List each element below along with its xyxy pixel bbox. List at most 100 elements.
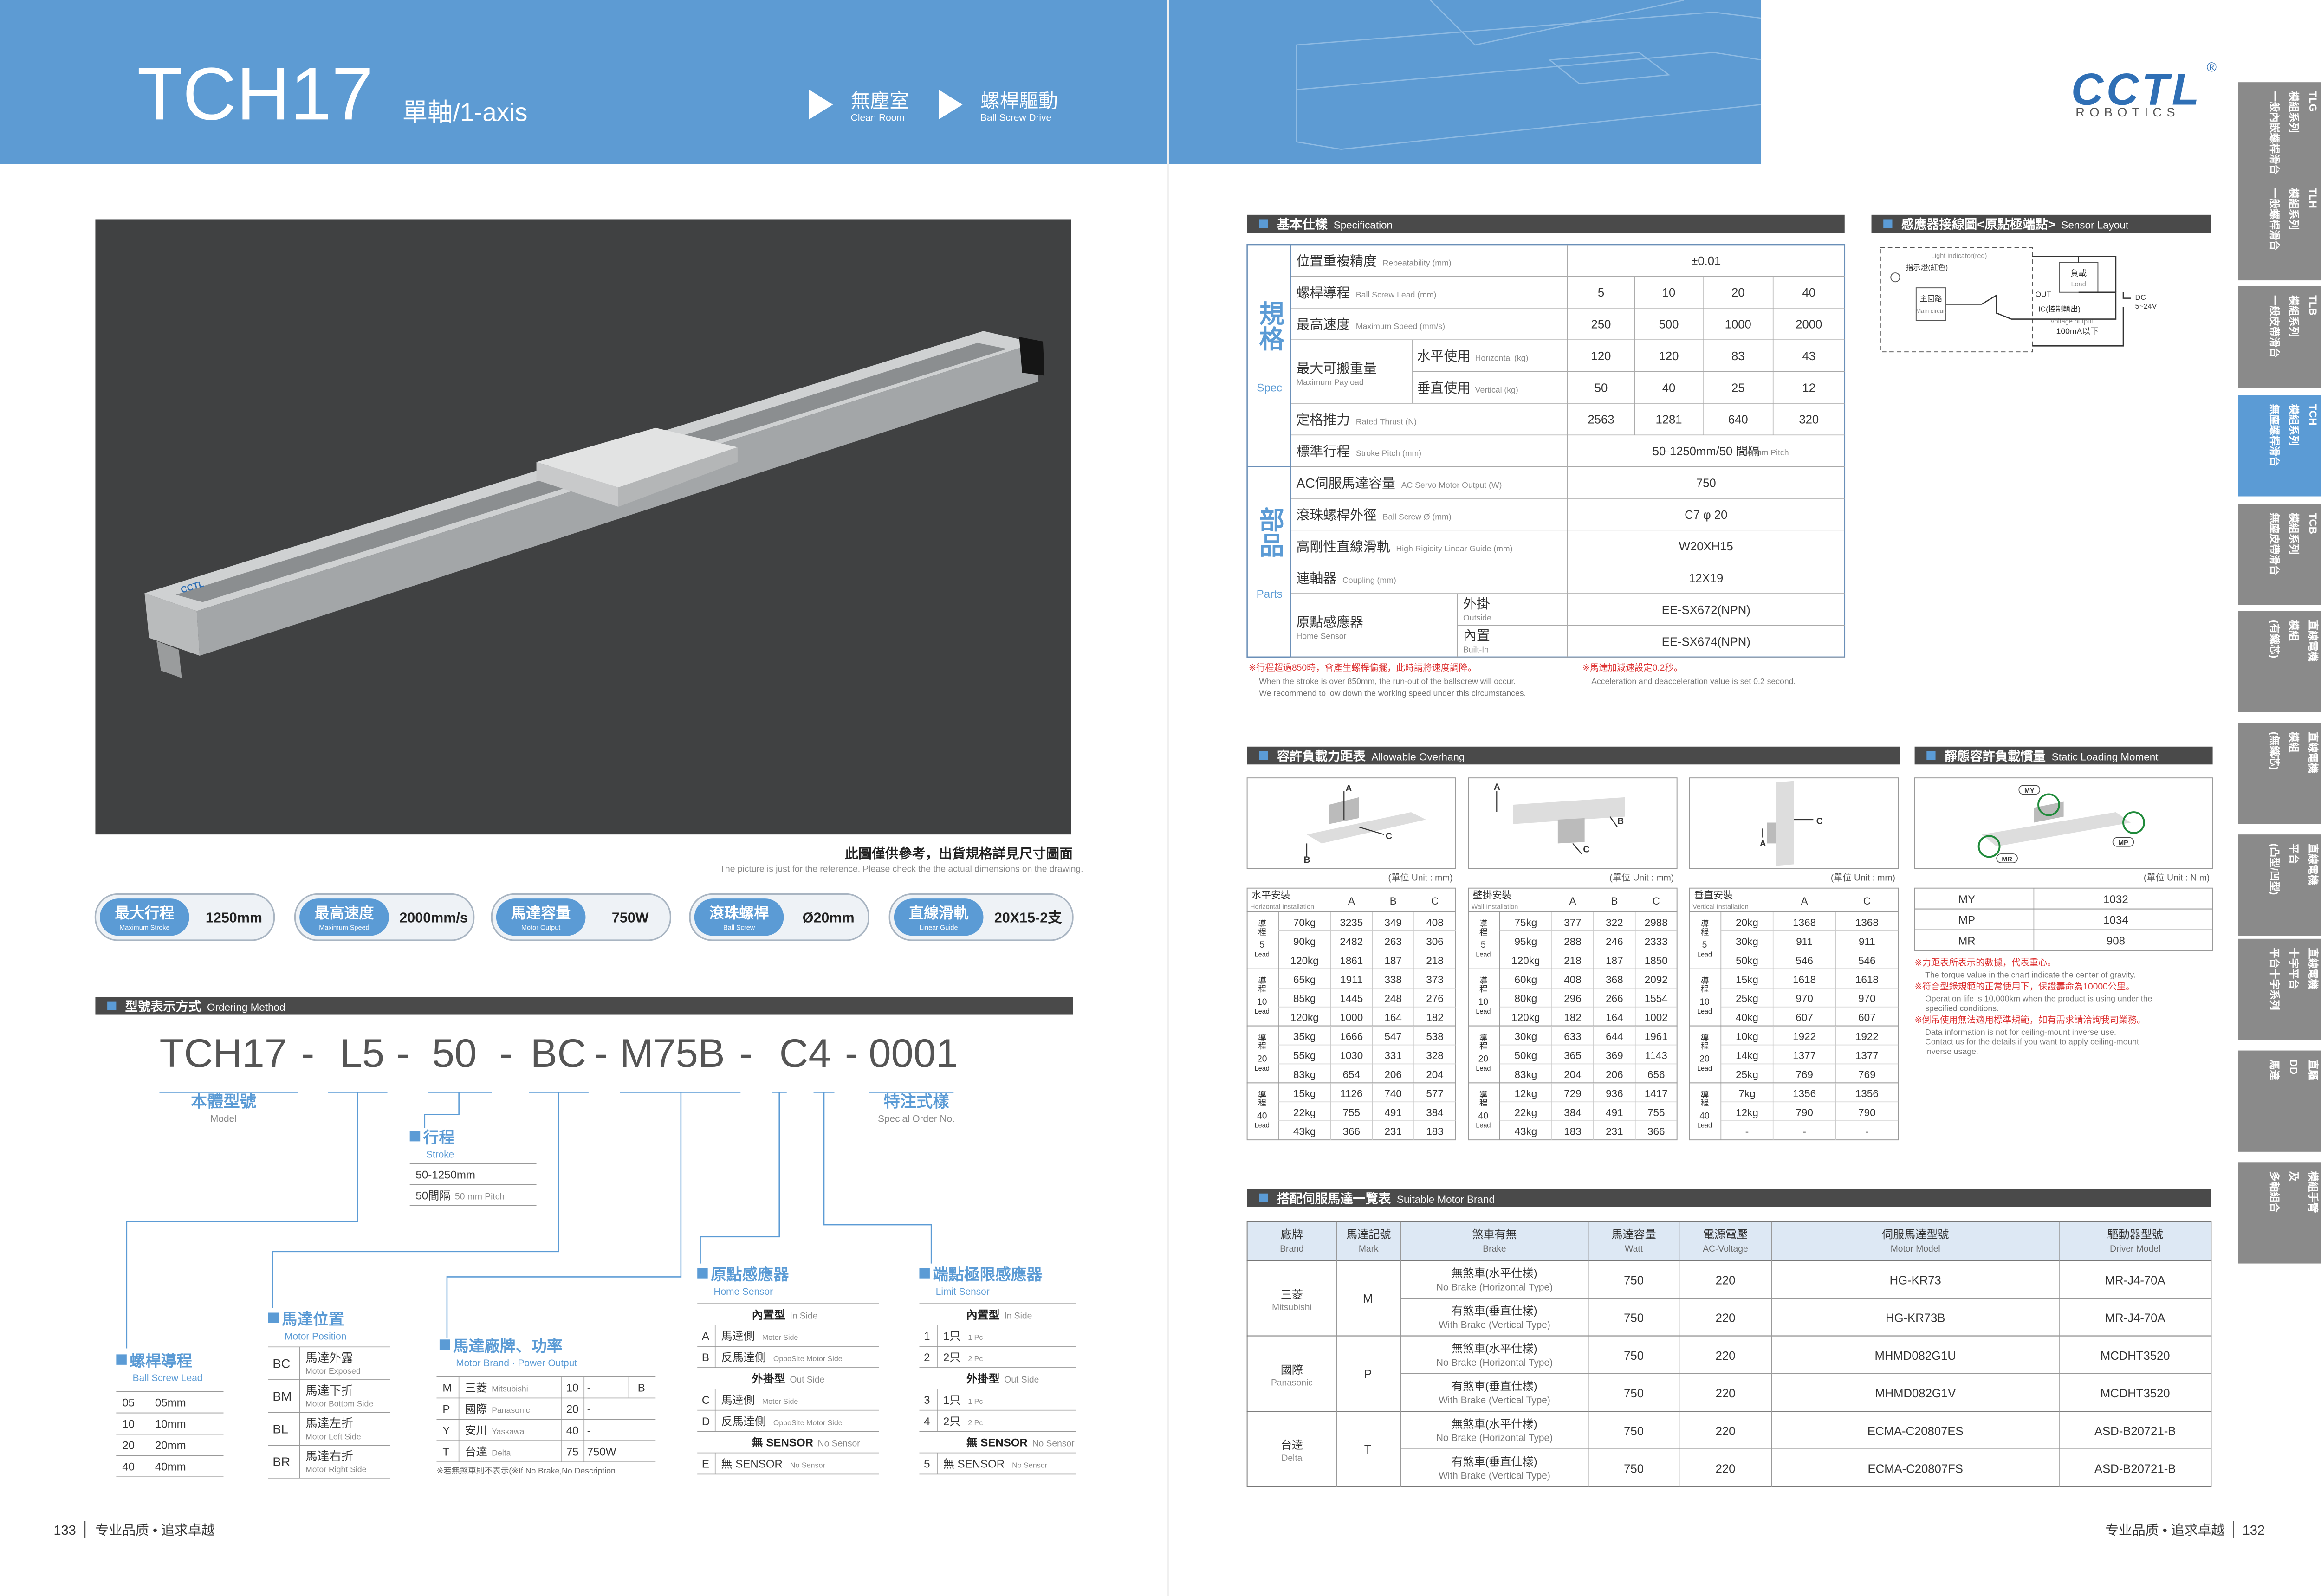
sensor-group-en: Out Side [1004,1375,1039,1385]
overhang-value: 1922 [1855,1031,1879,1042]
sensor-group: 外掛型 [966,1372,1000,1385]
motor-watt: 750 [1624,1463,1644,1476]
spec-value: 50 [1595,381,1608,394]
motor-driver: ASD-B20721-B [2094,1463,2176,1476]
overhang-value: 331 [1384,1050,1401,1061]
overhang-value: 266 [1606,993,1623,1004]
drawing-line [1549,52,1671,84]
stroke-range: 50-1250mm [416,1169,475,1182]
lead-group [1246,1025,1456,1084]
spec-name-en: Maximum Speed (mm/s) [1356,322,1445,331]
diagram-letter: MP [2118,840,2128,847]
side-tab-label: 直線電機 [2307,620,2319,662]
sensor-group-en: In Side [790,1311,817,1321]
spec-value: 1000 [1725,318,1751,331]
sensor-zh: 2只 [943,1351,960,1364]
badge-pill [894,898,984,936]
side-tab-label: 無塵螺桿滑台 [2269,404,2281,467]
sensor-group: 無 SENSOR [966,1436,1028,1449]
spec-value: EE-SX674(NPN) [1662,635,1750,648]
side-tab-label: 直線電機 [2307,948,2319,989]
load-weight: 10kg [1736,1031,1758,1042]
load-weight: 25kg [1736,1069,1758,1080]
side-tab-label: 多軸組合 [2269,1171,2281,1213]
lead-desc: 20mm [155,1440,186,1452]
lead-desc: 05mm [155,1397,186,1409]
lead-group [1468,1025,1678,1084]
badge-label-en: Maximum Stroke [119,924,169,932]
spec-group-label: 規格 [1255,301,1284,352]
install-name-en: Wall Installation [1472,904,1518,911]
brand-en: Panasonic [492,1406,530,1415]
motor-brake: 有煞車(垂直仕樣) [1452,1305,1537,1318]
side-tab [2238,834,2321,936]
section-title: 基本仕樣 [1277,217,1328,232]
motor-header-zh: 馬達記號 [1346,1228,1391,1241]
sensor-group: 無 SENSOR [752,1436,813,1449]
overhang-value: - [1802,1126,1806,1137]
overhang-value: 1554 [1645,993,1668,1004]
overhang-value: 1356 [1793,1088,1816,1099]
sensor-en: 1 Pc [968,1397,983,1406]
motor-watt: 750 [1624,1274,1644,1287]
sensor-zh: 無 SENSOR [943,1458,1005,1471]
section-bar [1247,214,1845,233]
lead-label: 導程 [1258,919,1267,936]
load-weight: 30kg [1515,1031,1537,1042]
motor-watt: 750 [1624,1312,1644,1325]
sensor-group: 內置型 [752,1309,785,1321]
side-tab [2238,286,2321,388]
side-tab-label: 模組系列 [2288,513,2300,555]
spec-value: 120 [1591,350,1611,363]
sensor-code: E [702,1458,709,1471]
side-tab-label: TCB [2307,513,2319,534]
motor-model: HG-KR73B [1886,1312,1945,1325]
table-header [1689,887,1899,913]
motor-mark: T [1364,1443,1372,1456]
motor-watt: 750 [1624,1350,1644,1363]
overhang-value: 656 [1647,1069,1665,1080]
badge-label-en: Ball Screw [723,924,755,932]
motor-header-zh: 驅動器型號 [2107,1228,2163,1241]
connector [424,1092,460,1128]
load-weight: 65kg [1293,974,1316,985]
brand-power-desc: 750W [587,1446,616,1458]
box-marker [409,1131,421,1142]
motor-brake: 有煞車(垂直仕樣) [1452,1456,1537,1468]
diagram-letter: B [1304,855,1310,865]
sensor-en: OppoSite Motor Side [773,1355,843,1363]
code-segment: M75B [620,1031,725,1076]
spec-name-en: Ball Screw Lead (mm) [1356,290,1437,299]
overhang-value: 164 [1606,1012,1623,1023]
overhang-value: 1000 [1340,1012,1363,1023]
sensor-label: 負載 [2070,268,2087,278]
overhang-value: 408 [1426,917,1443,929]
section-subtitle: Allowable Overhang [1372,751,1465,763]
brand-power-desc: - [587,1403,591,1416]
side-tab [2238,611,2321,712]
motor-header-en: Watt [1625,1244,1643,1254]
overhang-value: 183 [1564,1126,1581,1137]
drawing-line [1296,52,1762,90]
motor-header-zh: 伺服馬達型號 [1882,1228,1949,1241]
unit-label: (單位 Unit : N.m) [2144,873,2210,883]
sensor-zh: 1只 [943,1330,960,1343]
wire [2032,307,2124,347]
motor-driver: MR-J4-70A [2105,1312,2166,1325]
section-title: 容許負載力距表 [1277,749,1366,763]
overhang-value: 1618 [1793,974,1816,985]
diagram-letter: MR [2002,856,2012,863]
overhang-value: 769 [1796,1069,1813,1080]
motor-volt: 220 [1716,1312,1736,1325]
lead-value: 5 [1259,940,1264,950]
motor-header-zh: 煞車有無 [1472,1228,1517,1241]
badge-pill [299,898,389,936]
lead-group [1246,911,1456,969]
spec-value: W20XH15 [1679,540,1733,553]
overhang-value: 1143 [1645,1050,1667,1061]
install-name: 垂直安裝 [1694,890,1733,901]
moment-arrow [2037,793,2060,816]
overhang-value: 365 [1564,1050,1581,1061]
lead-value: 20 [1478,1054,1488,1064]
